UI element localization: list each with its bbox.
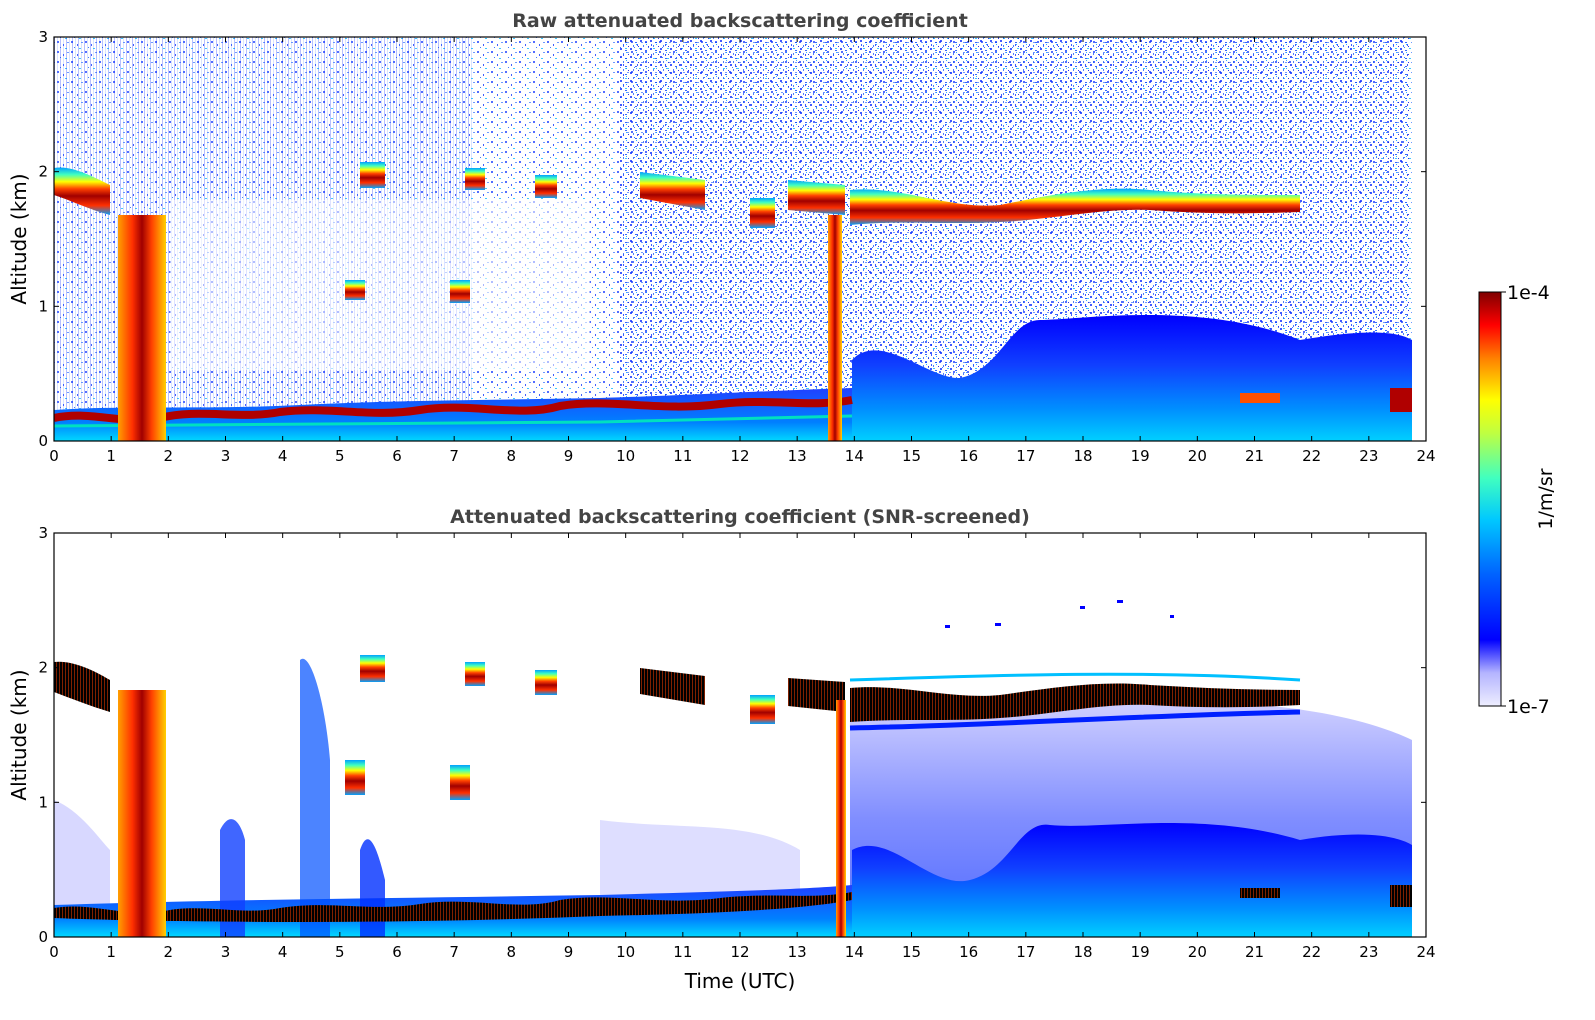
x-tick-label: 9 <box>564 943 574 961</box>
x-tick-label: 3 <box>221 943 231 961</box>
x-tick-label: 17 <box>1016 943 1035 961</box>
x-tick-label: 23 <box>1359 447 1378 465</box>
x-tick-label: 13 <box>788 447 807 465</box>
colorbar-min-label: 1e-7 <box>1507 696 1550 718</box>
y-tick-label: 3 <box>38 28 48 46</box>
x-tick-label: 8 <box>507 447 517 465</box>
x-tick-label: 12 <box>730 943 749 961</box>
x-tick-label: 10 <box>616 943 635 961</box>
x-tick-label: 11 <box>673 447 692 465</box>
x-tick-label: 5 <box>335 447 345 465</box>
colorbar-unit-label: 1/m/sr <box>1535 468 1557 529</box>
raw-heatmap <box>54 37 1412 441</box>
x-tick-label: 1 <box>106 447 116 465</box>
x-tick-label: 18 <box>1073 943 1092 961</box>
x-tick-label: 11 <box>673 943 692 961</box>
screened-heatmap <box>54 600 1412 937</box>
screened-y-axis-label: Altitude (km) <box>7 669 31 800</box>
y-tick-label: 3 <box>38 524 48 542</box>
x-tick-label: 5 <box>335 943 345 961</box>
y-tick-label: 2 <box>38 659 48 677</box>
x-tick-label: 20 <box>1188 447 1207 465</box>
x-tick-label: 7 <box>449 447 459 465</box>
raw-y-axis-label: Altitude (km) <box>7 173 31 304</box>
y-tick-label: 0 <box>38 432 48 450</box>
x-tick-label: 0 <box>49 943 59 961</box>
x-tick-label: 24 <box>1416 447 1435 465</box>
x-tick-label: 9 <box>564 447 574 465</box>
x-tick-label: 23 <box>1359 943 1378 961</box>
y-tick-label: 1 <box>38 297 48 315</box>
y-tick-label: 2 <box>38 163 48 181</box>
x-tick-label: 6 <box>392 943 402 961</box>
screened-axes: 0 1 2 3 4 5 6 7 8 9 10 11 12 13 14 15 16 17 18 19 20 21 22 23 24… <box>38 524 1435 961</box>
x-tick-label: 22 <box>1302 447 1321 465</box>
screened-panel-title: Attenuated backscattering coefficient (S… <box>450 506 1030 528</box>
x-axis-label: Time (UTC) <box>684 969 796 993</box>
x-tick-label: 10 <box>616 447 635 465</box>
x-tick-label: 16 <box>959 943 978 961</box>
x-tick-label: 8 <box>507 943 517 961</box>
x-tick-label: 21 <box>1245 943 1264 961</box>
x-tick-label: 2 <box>164 447 174 465</box>
x-tick-label: 4 <box>278 943 288 961</box>
colorbar-max-label: 1e-4 <box>1507 282 1550 304</box>
x-tick-label: 14 <box>845 943 864 961</box>
x-tick-label: 1 <box>106 943 116 961</box>
x-tick-label: 15 <box>902 447 921 465</box>
y-tick-label: 1 <box>38 793 48 811</box>
x-tick-label: 0 <box>49 447 59 465</box>
x-tick-label: 12 <box>730 447 749 465</box>
x-tick-label: 14 <box>845 447 864 465</box>
x-tick-label: 7 <box>449 943 459 961</box>
colorbar-scale <box>1478 291 1502 707</box>
raw-axes: 0 1 2 3 4 5 6 7 8 9 10 11 12 13 14 15 16 17 18 19 20 21 22 23 24… <box>38 28 1435 465</box>
x-tick-label: 19 <box>1131 447 1150 465</box>
x-tick-label: 2 <box>164 943 174 961</box>
x-tick-label: 3 <box>221 447 231 465</box>
x-tick-label: 21 <box>1245 447 1264 465</box>
x-tick-label: 17 <box>1016 447 1035 465</box>
y-tick-label: 0 <box>38 928 48 946</box>
x-tick-label: 18 <box>1073 447 1092 465</box>
x-tick-label: 20 <box>1188 943 1207 961</box>
x-tick-label: 13 <box>788 943 807 961</box>
panel-screened: Attenuated backscattering coefficient (S… <box>7 506 1436 993</box>
x-tick-label: 4 <box>278 447 288 465</box>
raw-panel-title: Raw attenuated backscattering coefficien… <box>512 10 968 32</box>
x-tick-label: 16 <box>959 447 978 465</box>
panel-raw: Raw attenuated backscattering coefficien… <box>7 10 1436 465</box>
x-tick-label: 22 <box>1302 943 1321 961</box>
x-tick-label: 24 <box>1416 943 1435 961</box>
x-tick-label: 15 <box>902 943 921 961</box>
x-tick-label: 6 <box>392 447 402 465</box>
x-tick-label: 19 <box>1131 943 1150 961</box>
colorbar: 1e-4 1e-7 1/m/sr <box>1478 282 1557 718</box>
